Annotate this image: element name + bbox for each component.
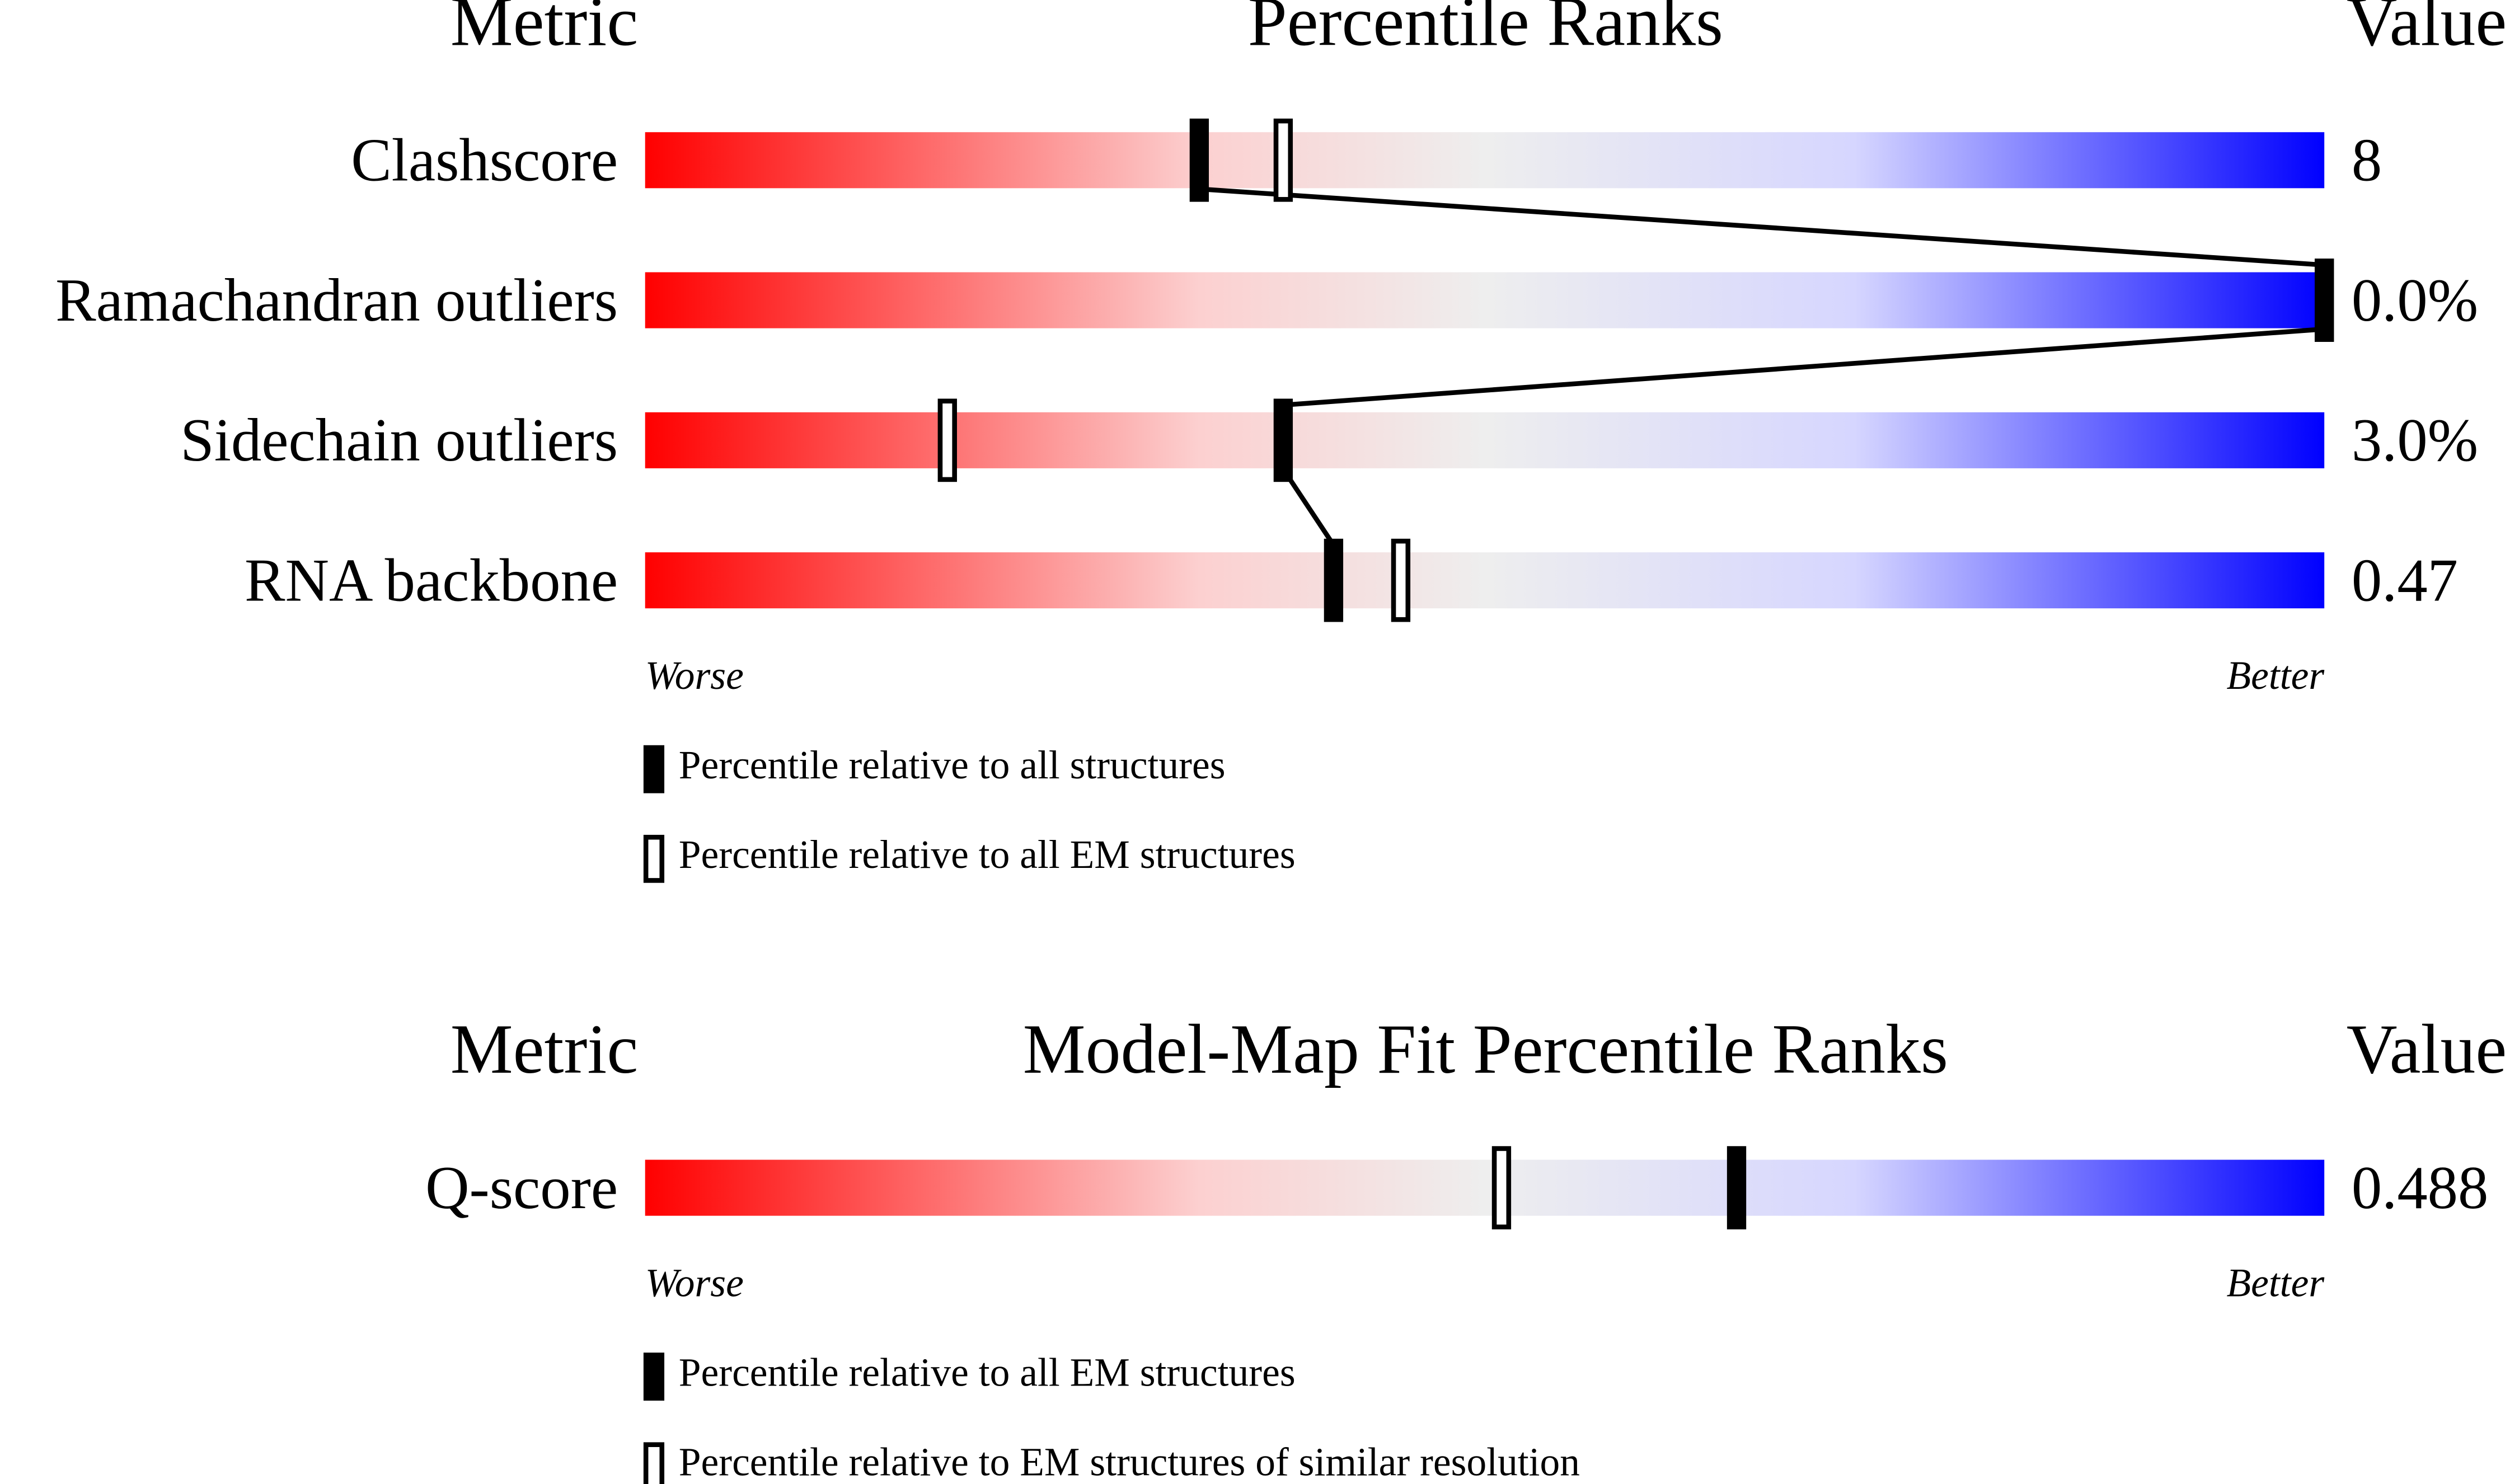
chart-title: Model-Map Fit Percentile Ranks xyxy=(1023,1011,1948,1088)
percentile-bar xyxy=(645,552,2325,609)
worse-label: Worse xyxy=(645,1261,744,1305)
percentile-bar xyxy=(645,412,2325,468)
metric-value: 0.488 xyxy=(2352,1154,2489,1222)
marker-outline xyxy=(1491,1146,1512,1229)
metric-header: Metric xyxy=(451,1011,638,1088)
percentile-bar xyxy=(645,272,2325,328)
percentile-bar xyxy=(645,132,2325,189)
metric-label: RNA backbone xyxy=(245,546,618,614)
legend-marker-outline xyxy=(643,1442,665,1484)
legend-label: Percentile relative to EM structures of … xyxy=(679,1440,1580,1484)
connector xyxy=(1199,186,2325,267)
legend-marker-filled xyxy=(643,745,665,793)
metric-label: Q-score xyxy=(425,1154,618,1222)
percentile-bar xyxy=(645,1159,2325,1216)
marker-filled xyxy=(1324,538,1344,622)
metric-value: 3.0% xyxy=(2352,406,2478,474)
metric-label: Sidechain outliers xyxy=(180,406,618,474)
marker-filled xyxy=(2315,259,2334,342)
metric-header: Metric xyxy=(451,0,638,61)
marker-outline xyxy=(937,398,957,482)
legend-marker-filled xyxy=(643,1352,665,1401)
metric-value: 8 xyxy=(2352,126,2382,194)
worse-label: Worse xyxy=(645,654,744,698)
metric-value: 0.47 xyxy=(2352,546,2458,614)
value-header: Value xyxy=(2347,0,2507,61)
value-header: Value xyxy=(2347,1011,2507,1088)
marker-outline xyxy=(1391,538,1411,622)
better-label: Better xyxy=(2226,1261,2325,1305)
legend-marker-outline xyxy=(643,834,665,883)
legend-label: Percentile relative to all EM structures xyxy=(679,1351,1296,1395)
chart-title: Percentile Ranks xyxy=(1248,0,1723,61)
legend-label: Percentile relative to all structures xyxy=(679,743,1226,787)
marker-filled xyxy=(1273,398,1293,482)
marker-outline xyxy=(1273,118,1293,202)
metric-value: 0.0% xyxy=(2352,266,2478,334)
marker-filled xyxy=(1189,118,1209,202)
metric-label: Clashscore xyxy=(351,126,618,194)
better-label: Better xyxy=(2226,654,2325,698)
connector xyxy=(1283,326,2325,408)
metric-label: Ramachandran outliers xyxy=(55,266,618,334)
marker-filled xyxy=(1726,1146,1747,1229)
legend-label: Percentile relative to all EM structures xyxy=(679,833,1296,877)
